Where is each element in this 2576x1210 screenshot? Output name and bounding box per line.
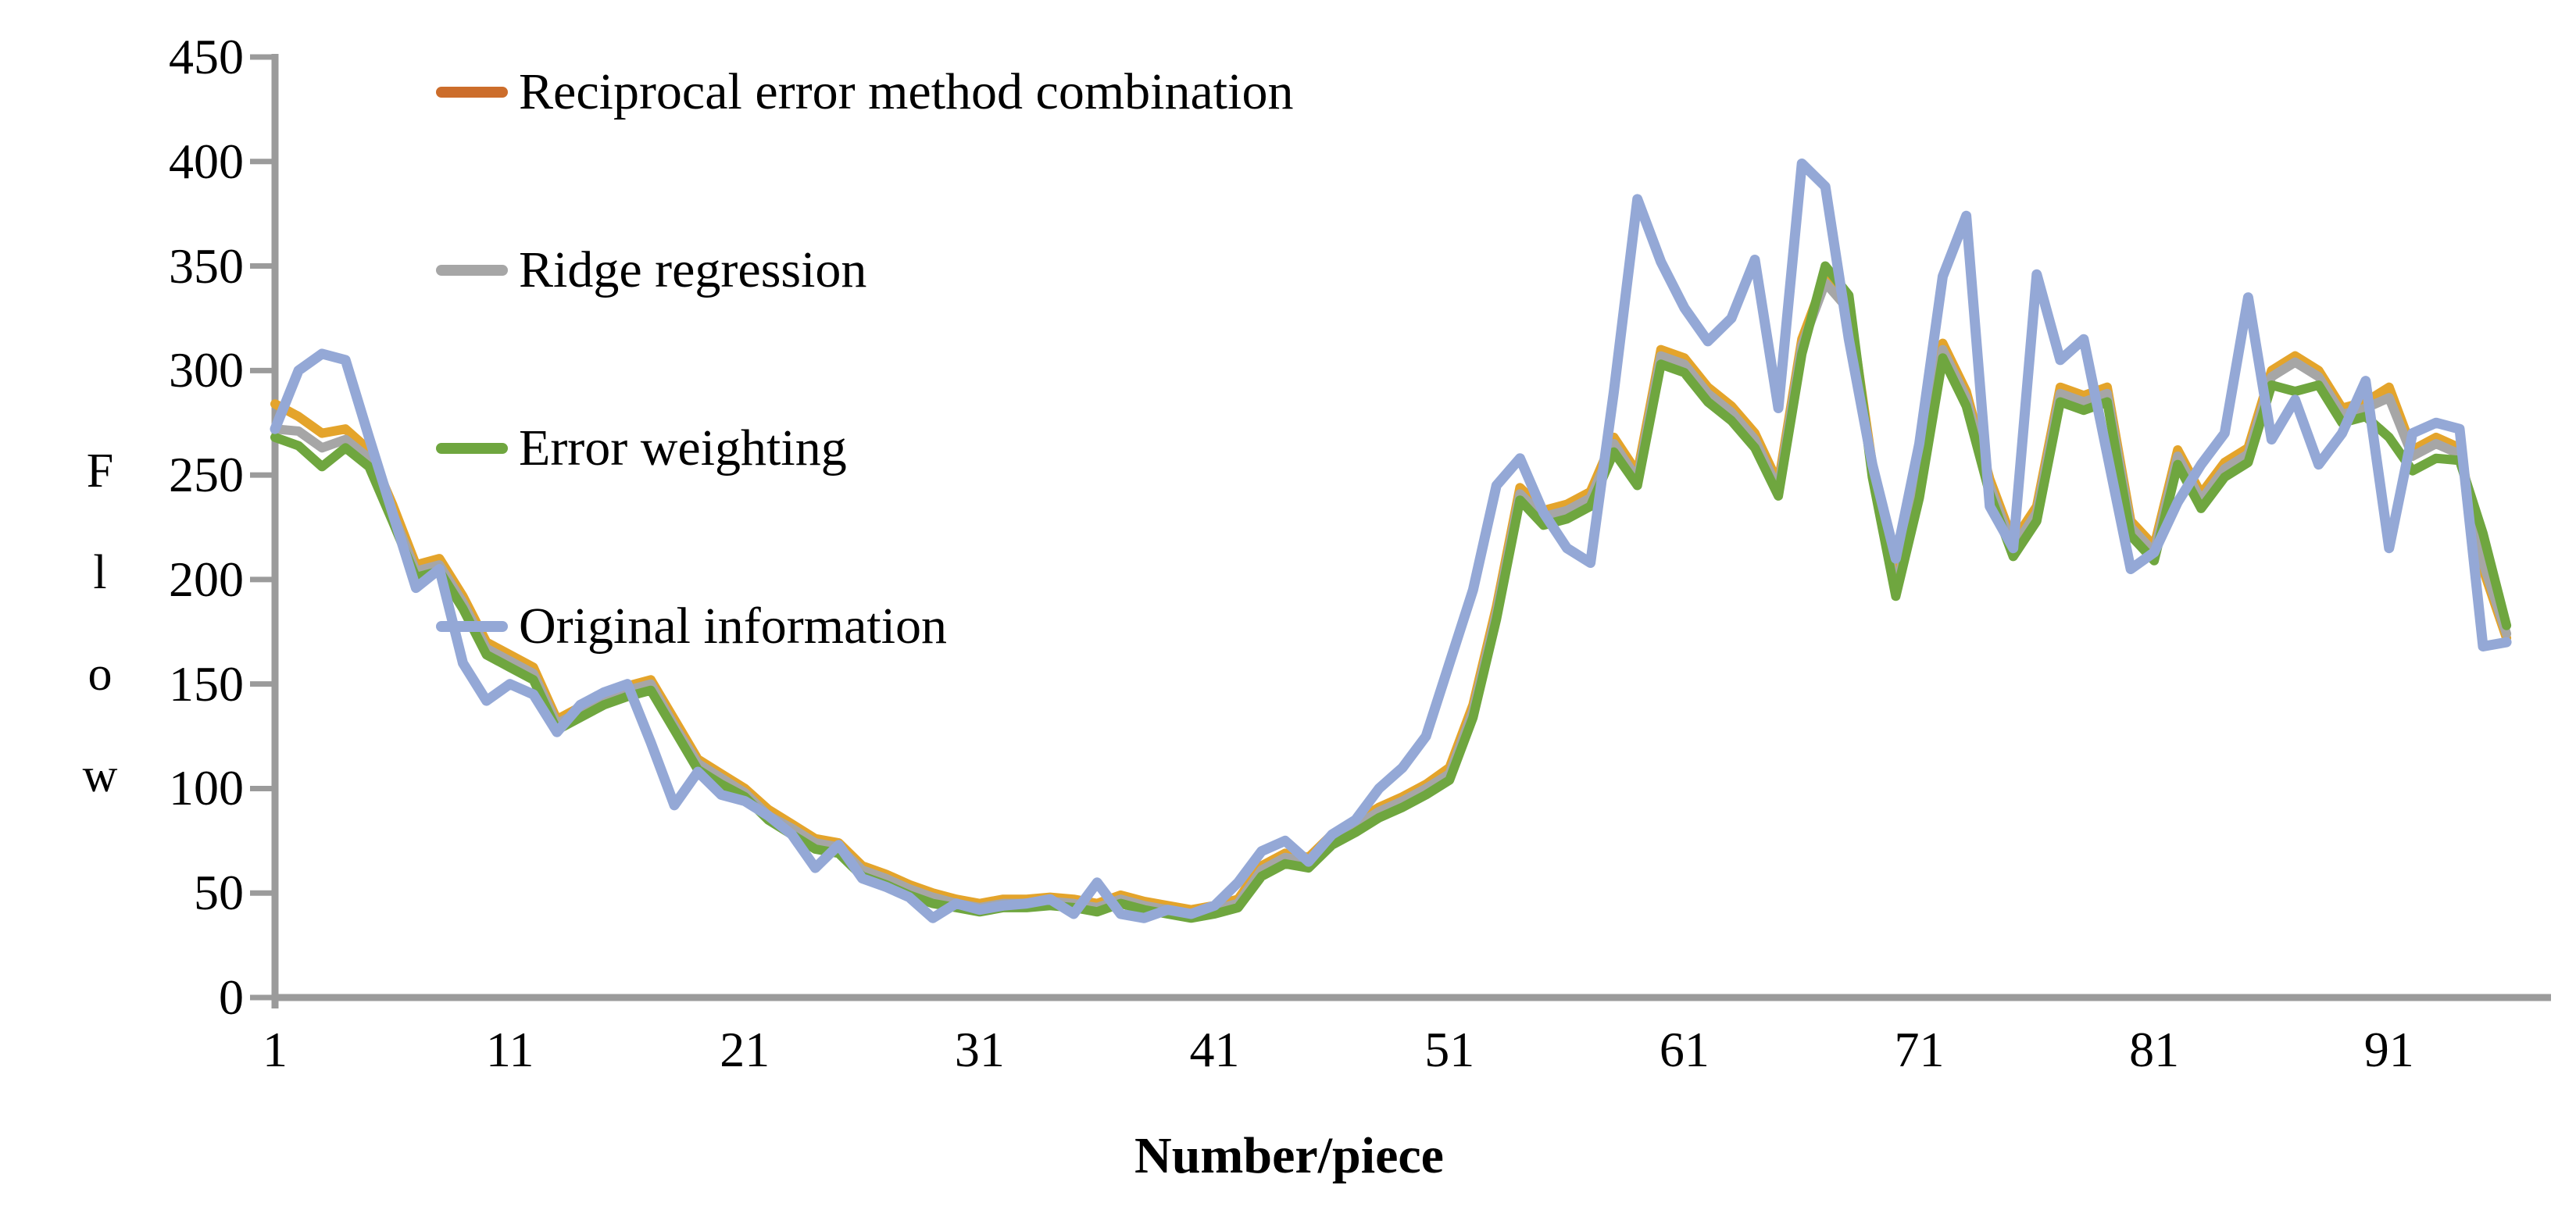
x-tick-label: 41 [1189, 1022, 1240, 1077]
y-tick-label: 300 [169, 342, 244, 398]
y-axis-title-letter: l [93, 546, 107, 599]
series-line-4 [270, 158, 2512, 923]
legend-swatch-original-information [436, 621, 508, 632]
y-tick-label: 100 [169, 760, 244, 816]
x-tick-label: 31 [954, 1022, 1005, 1077]
x-tick-label: 81 [2129, 1022, 2180, 1077]
series-line-3 [270, 261, 2512, 923]
x-tick-label: 1 [263, 1022, 288, 1077]
legend-label: Error weighting [519, 419, 847, 477]
y-tick-label: 400 [169, 133, 244, 189]
legend-swatch-ridge [436, 265, 508, 276]
x-tick-label: 71 [1894, 1022, 1945, 1077]
legend-label: Reciprocal error method combination [519, 63, 1294, 120]
legend-swatch-error-weighting [436, 443, 508, 454]
y-tick-label: 450 [169, 28, 244, 84]
legend-item-reciprocal: Reciprocal error method combination [436, 55, 1293, 130]
x-tick-label: 21 [720, 1022, 770, 1077]
legend-label: Original information [519, 598, 948, 655]
legend-label: Ridge regression [519, 241, 867, 298]
y-tick-label: 50 [194, 865, 244, 921]
x-tick-label: 11 [485, 1022, 534, 1077]
y-axis-title-letter: o [88, 648, 113, 701]
y-tick-label: 350 [169, 237, 244, 294]
x-tick-label: 61 [1659, 1022, 1710, 1077]
legend-item-original-information: Original information [436, 589, 947, 664]
y-tick-label: 0 [219, 969, 244, 1025]
y-axis-title: F l o w [69, 420, 131, 826]
y-axis-title-letter: F [86, 444, 114, 498]
x-axis-title: Number/piece [1134, 1127, 1444, 1184]
legend-swatch-reciprocal [436, 87, 508, 98]
legend-item-ridge: Ridge regression [436, 233, 866, 308]
x-tick-label: 91 [2363, 1022, 2414, 1077]
legend-item-error-weighting: Error weighting [436, 411, 847, 486]
y-tick-label: 150 [169, 655, 244, 712]
y-tick-label: 250 [169, 447, 244, 503]
y-tick-label: 200 [169, 551, 244, 607]
y-axis-title-letter: w [82, 749, 118, 802]
x-tick-label: 51 [1424, 1022, 1475, 1077]
